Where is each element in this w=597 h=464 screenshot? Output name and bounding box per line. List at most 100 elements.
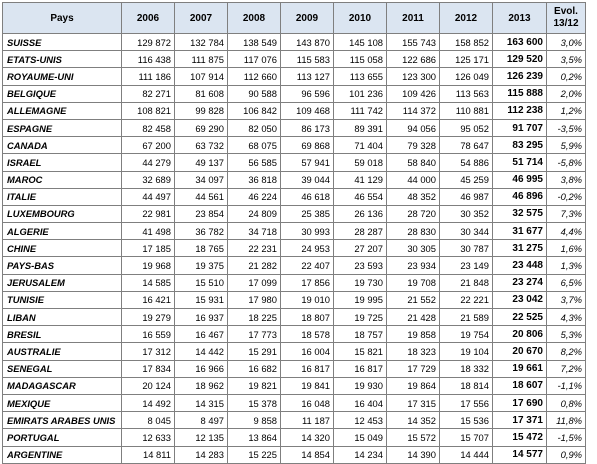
value-cell: 82 050 xyxy=(227,118,281,138)
value-cell: 14 585 xyxy=(121,273,175,292)
country-name-cell: ETATS-UNIS xyxy=(2,50,122,69)
country-name-cell: ESPAGNE xyxy=(2,118,122,138)
value-cell: 30 787 xyxy=(439,239,493,258)
value-cell: 69 868 xyxy=(280,136,334,155)
country-name-cell: BELGIQUE xyxy=(2,84,122,103)
value-cell: 155 743 xyxy=(386,32,440,52)
value-cell: 69 290 xyxy=(174,118,228,138)
value-cell: 22 981 xyxy=(121,204,175,224)
table-body: SUISSE 129 872 132 784 138 549 143 870 145 10… xyxy=(2,32,586,464)
value-cell: 30 305 xyxy=(386,239,440,258)
value-cell: 59 018 xyxy=(333,153,387,172)
value-cell: 48 352 xyxy=(386,187,440,206)
value-cell: 106 842 xyxy=(227,101,281,120)
country-name-cell: ARGENTINE xyxy=(2,445,122,464)
evolution-cell: 3,7% xyxy=(546,290,586,310)
value-cell: 15 821 xyxy=(333,342,387,361)
table-row: LIBAN 19 279 16 937 18 225 18 807 19 725 21 42… xyxy=(2,307,586,327)
country-name-cell: MAROC xyxy=(2,170,122,189)
header-year: 2009 xyxy=(280,2,334,34)
value-cell: 16 559 xyxy=(121,325,175,344)
value-cell: 18 578 xyxy=(280,325,334,344)
value-cell: 86 173 xyxy=(280,118,334,138)
evolution-cell: 0,2% xyxy=(546,67,586,86)
country-statistics-table: Pays 2006 2007 2008 2009 2010 2011 2012 … xyxy=(2,2,586,464)
value-cell: 19 968 xyxy=(121,256,175,275)
value-cell: 28 287 xyxy=(333,222,387,241)
evolution-cell: 8,2% xyxy=(546,342,586,361)
value-cell: 19 708 xyxy=(386,273,440,292)
country-name-cell: BRESIL xyxy=(2,325,122,344)
value-cell: 14 352 xyxy=(386,411,440,430)
value-cell: 109 468 xyxy=(280,101,334,120)
header-row: Pays 2006 2007 2008 2009 2010 2011 2012 … xyxy=(2,2,586,34)
value-cell: 112 238 xyxy=(492,101,547,120)
value-cell: 67 200 xyxy=(121,136,175,155)
evolution-cell: 2,0% xyxy=(546,84,586,103)
value-cell: 16 937 xyxy=(174,307,228,327)
value-cell: 14 320 xyxy=(280,428,334,447)
country-name-cell: LIBAN xyxy=(2,307,122,327)
value-cell: 111 186 xyxy=(121,67,175,86)
value-cell: 15 536 xyxy=(439,411,493,430)
value-cell: 16 048 xyxy=(280,393,334,413)
value-cell: 63 732 xyxy=(174,136,228,155)
table-row: MEXIQUE 14 492 14 315 15 378 16 048 16 404 17 … xyxy=(2,393,586,413)
evolution-cell: 1,3% xyxy=(546,256,586,275)
value-cell: 111 875 xyxy=(174,50,228,69)
value-cell: 36 818 xyxy=(227,170,281,189)
value-cell: 18 807 xyxy=(280,307,334,327)
value-cell: 44 497 xyxy=(121,187,175,206)
value-cell: 22 407 xyxy=(280,256,334,275)
value-cell: 90 588 xyxy=(227,84,281,103)
value-cell: 15 378 xyxy=(227,393,281,413)
country-name-cell: ALLEMAGNE xyxy=(2,101,122,120)
value-cell: 19 864 xyxy=(386,376,440,395)
table-row: AUSTRALIE 17 312 14 442 15 291 16 004 15 821 1… xyxy=(2,342,586,361)
evolution-cell: 5,3% xyxy=(546,325,586,344)
evolution-cell: 4,3% xyxy=(546,307,586,327)
value-cell: 14 854 xyxy=(280,445,334,464)
value-cell: 34 097 xyxy=(174,170,228,189)
table-row: EMIRATS ARABES UNIS 8 045 8 497 9 858 11 187… xyxy=(2,411,586,430)
value-cell: 19 858 xyxy=(386,325,440,344)
value-cell: 115 583 xyxy=(280,50,334,69)
header-year: 2006 xyxy=(121,2,175,34)
value-cell: 19 010 xyxy=(280,290,334,310)
value-cell: 99 828 xyxy=(174,101,228,120)
value-cell: 15 291 xyxy=(227,342,281,361)
value-cell: 17 980 xyxy=(227,290,281,310)
country-name-cell: CHINE xyxy=(2,239,122,258)
value-cell: 34 718 xyxy=(227,222,281,241)
country-stats-sheet: Pays 2006 2007 2008 2009 2010 2011 2012 … xyxy=(2,2,586,464)
value-cell: 94 056 xyxy=(386,118,440,138)
value-cell: 15 225 xyxy=(227,445,281,464)
country-name-cell: ISRAEL xyxy=(2,153,122,172)
value-cell: 28 830 xyxy=(386,222,440,241)
country-name-cell: TUNISIE xyxy=(2,290,122,310)
table-row: LUXEMBOURG 22 981 23 854 24 809 25 385 26 136… xyxy=(2,204,586,224)
value-cell: 83 295 xyxy=(492,136,547,155)
value-cell: 21 552 xyxy=(386,290,440,310)
evolution-cell: 0,8% xyxy=(546,393,586,413)
country-name-cell: SENEGAL xyxy=(2,359,122,378)
header-year: 2013 xyxy=(492,2,547,34)
value-cell: 31 275 xyxy=(492,239,547,258)
value-cell: 18 765 xyxy=(174,239,228,258)
value-cell: 18 323 xyxy=(386,342,440,361)
value-cell: 122 686 xyxy=(386,50,440,69)
value-cell: 16 817 xyxy=(333,359,387,378)
value-cell: 158 852 xyxy=(439,32,493,52)
value-cell: 51 714 xyxy=(492,153,547,172)
evolution-cell: 6,5% xyxy=(546,273,586,292)
value-cell: 91 707 xyxy=(492,118,547,138)
value-cell: 113 655 xyxy=(333,67,387,86)
value-cell: 21 848 xyxy=(439,273,493,292)
value-cell: 12 633 xyxy=(121,428,175,447)
value-cell: 115 888 xyxy=(492,84,547,103)
value-cell: 9 858 xyxy=(227,411,281,430)
value-cell: 14 390 xyxy=(386,445,440,464)
table-row: ALGERIE 41 498 36 782 34 718 30 993 28 287 28 … xyxy=(2,222,586,241)
value-cell: 17 315 xyxy=(386,393,440,413)
value-cell: 19 725 xyxy=(333,307,387,327)
